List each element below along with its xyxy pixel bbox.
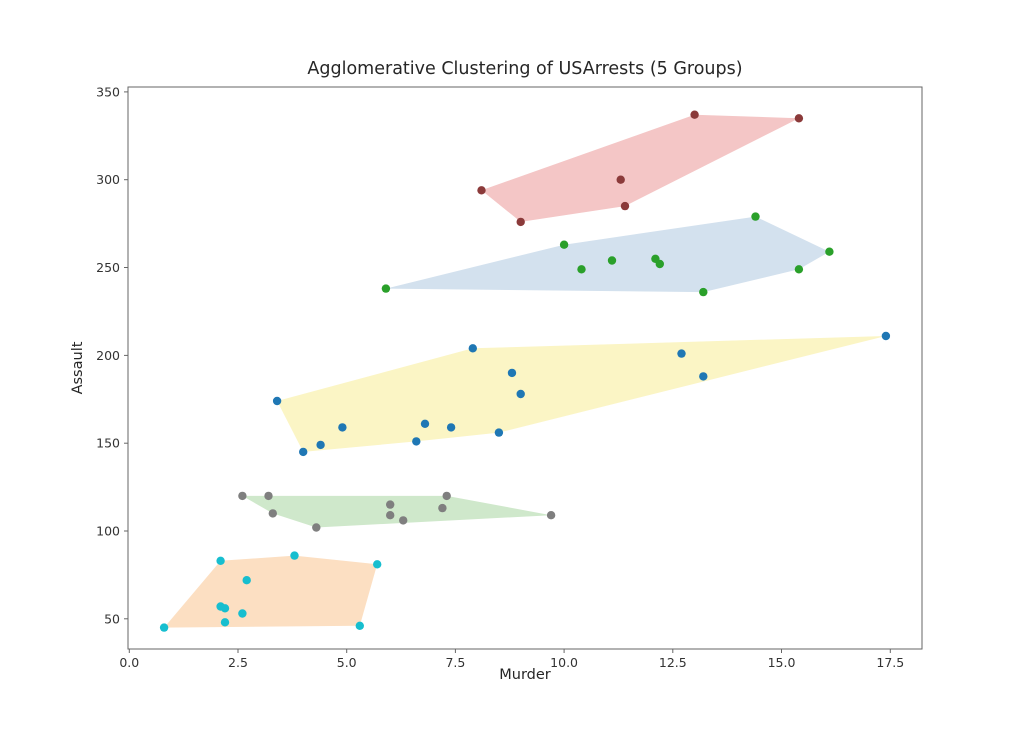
data-point-cluster-3: [338, 423, 347, 432]
data-point-cluster-3: [881, 331, 891, 341]
data-point-cluster-1: [690, 110, 699, 119]
chart-title: Agglomerative Clustering of USArrests (5…: [307, 59, 743, 79]
data-point-cluster-2: [381, 284, 391, 293]
y-tick-label: 150: [96, 436, 120, 451]
data-point-cluster-2: [751, 212, 760, 221]
data-point-cluster-3: [412, 437, 421, 446]
data-point-cluster-2: [794, 265, 804, 274]
data-point-cluster-4: [438, 503, 447, 513]
data-point-cluster-2: [607, 256, 617, 265]
data-point-cluster-2: [559, 240, 569, 249]
data-point-cluster-4: [442, 491, 451, 501]
data-point-cluster-3: [507, 368, 517, 378]
data-point-cluster-2: [699, 287, 708, 297]
x-tick-label: 12.5: [659, 655, 687, 670]
x-tick-label: 0.0: [119, 655, 139, 670]
data-point-cluster-4: [238, 491, 247, 501]
x-tick-label: 7.5: [445, 655, 465, 670]
data-point-cluster-2: [825, 247, 834, 256]
data-point-cluster-4: [268, 509, 277, 518]
data-point-cluster-3: [516, 389, 525, 399]
data-point-cluster-2: [655, 259, 664, 269]
data-point-cluster-3: [420, 419, 430, 428]
cluster-hull-4: [242, 495, 552, 528]
data-point-cluster-5: [238, 609, 247, 618]
data-point-cluster-4: [546, 511, 556, 520]
cluster-hull-2: [385, 216, 830, 293]
data-point-cluster-4: [386, 511, 395, 520]
data-point-cluster-5: [290, 551, 299, 560]
data-point-cluster-3: [677, 349, 686, 358]
data-point-cluster-3: [316, 440, 325, 450]
data-point-cluster-1: [794, 114, 804, 123]
data-point-cluster-5: [220, 618, 230, 627]
y-tick-label: 100: [96, 524, 120, 539]
y-tick-label: 300: [96, 172, 120, 187]
data-point-cluster-3: [494, 428, 504, 437]
data-point-cluster-2: [577, 265, 586, 274]
x-tick-label: 10.0: [550, 655, 578, 670]
y-tick-label: 50: [104, 611, 120, 626]
data-point-cluster-3: [699, 372, 708, 381]
y-tick-label: 350: [96, 84, 120, 99]
data-point-cluster-5: [373, 560, 382, 569]
data-point-cluster-4: [399, 516, 408, 525]
cluster-hull-5: [164, 555, 378, 628]
data-point-cluster-4: [264, 491, 273, 501]
data-point-cluster-1: [516, 217, 525, 227]
cluster-hull-1: [481, 114, 799, 222]
cluster-hull-3: [277, 336, 886, 452]
x-tick-label: 2.5: [228, 655, 248, 670]
plot-border: [127, 86, 923, 650]
data-point-cluster-5: [355, 621, 364, 630]
data-point-cluster-3: [468, 344, 477, 353]
data-point-cluster-5: [242, 576, 251, 585]
y-tick-label: 250: [96, 260, 120, 275]
x-tick-label: 5.0: [337, 655, 357, 670]
x-tick-label: 15.0: [768, 655, 796, 670]
data-point-cluster-4: [386, 500, 395, 509]
data-point-cluster-5: [159, 623, 169, 632]
data-point-cluster-1: [477, 186, 486, 195]
data-point-cluster-3: [272, 396, 282, 406]
data-point-cluster-3: [446, 423, 456, 432]
y-tick-label: 200: [96, 348, 120, 363]
x-tick-label: 17.5: [876, 655, 904, 670]
y-axis-label-text: Assault: [70, 341, 86, 395]
data-point-cluster-1: [620, 201, 630, 211]
x-axis-label: Murder: [499, 667, 551, 683]
data-point-cluster-3: [299, 447, 308, 457]
data-point-cluster-4: [312, 523, 321, 532]
data-point-cluster-1: [616, 175, 625, 184]
data-point-cluster-5: [220, 604, 230, 613]
data-point-cluster-5: [216, 556, 225, 565]
